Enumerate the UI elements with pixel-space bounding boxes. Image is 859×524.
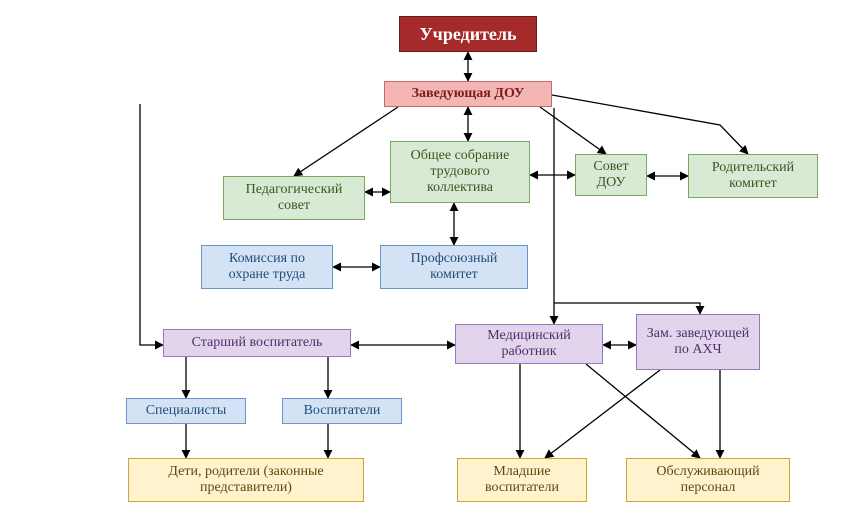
node-label: Специалисты: [146, 403, 227, 419]
node-label: Воспитатели: [304, 403, 381, 419]
node-edu: Воспитатели: [282, 398, 402, 424]
node-label: Обслуживающий персонал: [633, 464, 783, 496]
edge-20: [586, 364, 700, 458]
node-label: Заведующая ДОУ: [412, 86, 525, 102]
node-pedcouncil: Педагогический совет: [223, 176, 365, 220]
node-meeting: Общее собрание трудового коллектива: [390, 141, 530, 203]
edge-2: [294, 107, 398, 176]
node-labor: Комиссия по охране труда: [201, 245, 333, 289]
node-service: Обслуживающий персонал: [626, 458, 790, 502]
edge-10: [140, 104, 163, 345]
node-spec: Специалисты: [126, 398, 246, 424]
node-label: Зам. заведующей по АХЧ: [643, 326, 753, 358]
node-label: Учредитель: [419, 24, 516, 45]
edge-3: [540, 107, 606, 154]
edge-4: [552, 95, 748, 154]
node-label: Комиссия по охране труда: [208, 251, 326, 283]
node-label: Дети, родители (законные представители): [135, 464, 357, 496]
node-med: Медицинский работник: [455, 324, 603, 364]
node-children: Дети, родители (законные представители): [128, 458, 364, 502]
node-label: Старший воспитатель: [192, 335, 323, 351]
node-junior: Младшие воспитатели: [457, 458, 587, 502]
flowchart-canvas: Учредитель Заведующая ДОУ Педагогический с…: [0, 0, 859, 524]
node-parents: Родительский комитет: [688, 154, 818, 198]
node-senior: Старший воспитатель: [163, 329, 351, 357]
node-zam: Зам. заведующей по АХЧ: [636, 314, 760, 370]
node-head: Заведующая ДОУ: [384, 81, 552, 107]
node-founder: Учредитель: [399, 16, 537, 52]
node-label: Профсоюзный комитет: [387, 251, 521, 283]
node-label: Педагогический совет: [230, 182, 358, 214]
node-label: Младшие воспитатели: [464, 464, 580, 496]
edge-12: [554, 303, 700, 314]
node-label: Совет ДОУ: [582, 159, 640, 191]
node-label: Родительский комитет: [695, 160, 811, 192]
edge-21: [545, 370, 660, 458]
node-union: Профсоюзный комитет: [380, 245, 528, 289]
node-dousovet: Совет ДОУ: [575, 154, 647, 196]
node-label: Медицинский работник: [462, 328, 596, 360]
node-label: Общее собрание трудового коллектива: [397, 148, 523, 196]
